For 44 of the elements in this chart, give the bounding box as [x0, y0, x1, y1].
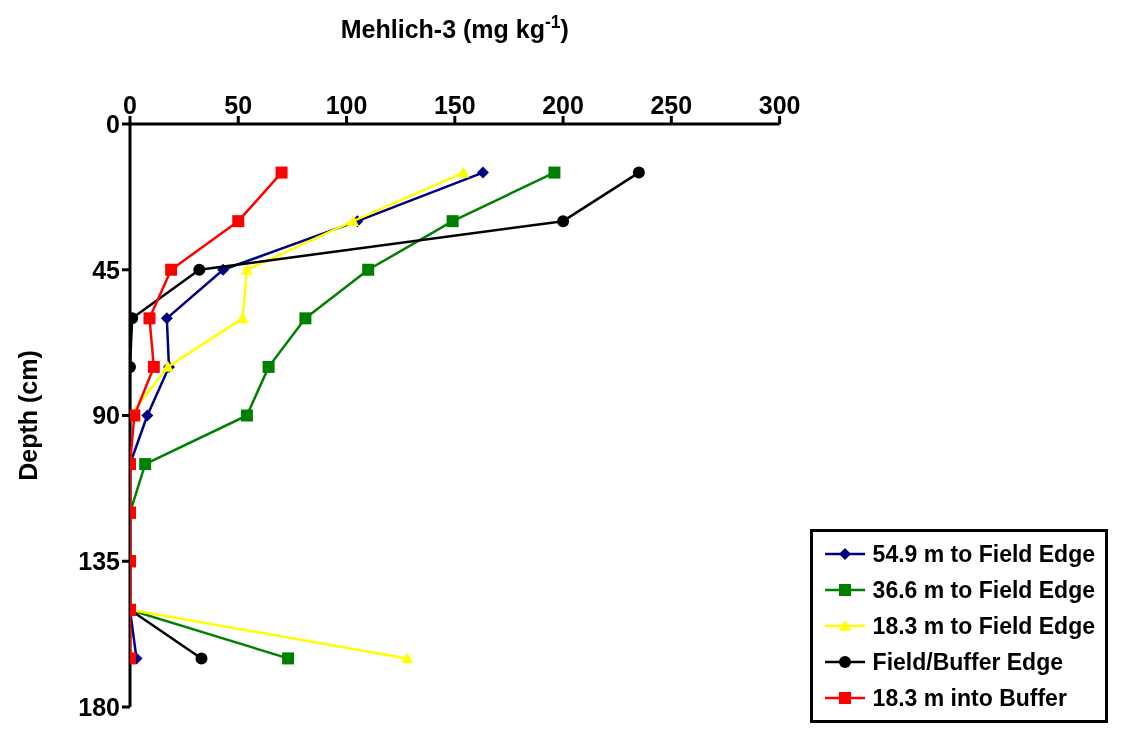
point: [240, 409, 253, 422]
point: [147, 360, 160, 373]
point: [557, 215, 570, 228]
x-tick-label: 300: [758, 91, 801, 119]
point: [262, 360, 275, 373]
point: [141, 409, 154, 422]
y-tick-label: 180: [78, 692, 120, 721]
y-tick-label: 45: [92, 255, 121, 284]
legend-label: 18.3 m into Buffer: [872, 684, 1067, 713]
x-tick-label: 150: [433, 91, 476, 119]
point: [143, 312, 156, 325]
legend-label: Field/Buffer Edge: [872, 648, 1064, 677]
point: [548, 166, 561, 179]
point: [236, 312, 249, 324]
x-tick-label: 250: [650, 91, 693, 119]
y-tick-label: 90: [92, 401, 120, 430]
point: [165, 263, 178, 276]
point: [401, 652, 414, 664]
point: [160, 312, 173, 325]
x-tick-label: 100: [325, 91, 368, 119]
y-tick-label: 0: [106, 109, 120, 138]
y-axis-title: Depth (cm): [13, 350, 42, 481]
point: [362, 263, 375, 276]
point: [232, 215, 245, 228]
x-tick-label: 50: [224, 91, 253, 119]
legend-label: 54.9 m to Field Edge: [872, 540, 1095, 569]
point: [446, 215, 459, 228]
point: [457, 166, 470, 178]
legend-label: 18.3 m to Field Edge: [872, 612, 1095, 641]
x-tick-label: 200: [542, 91, 584, 119]
point: [195, 652, 208, 665]
y-tick-label: 135: [78, 547, 121, 576]
point: [632, 166, 645, 179]
point: [130, 409, 141, 422]
point: [193, 263, 206, 276]
legend-label: 36.6 m to Field Edge: [872, 576, 1095, 605]
x-axis-title: Mehlich-3 (mg kg$^{-1}$): [340, 12, 569, 43]
point: [347, 215, 360, 226]
point: [240, 263, 253, 275]
point: [139, 458, 152, 471]
point: [299, 312, 312, 325]
point: [282, 652, 295, 665]
point: [476, 166, 489, 179]
point: [275, 166, 288, 179]
